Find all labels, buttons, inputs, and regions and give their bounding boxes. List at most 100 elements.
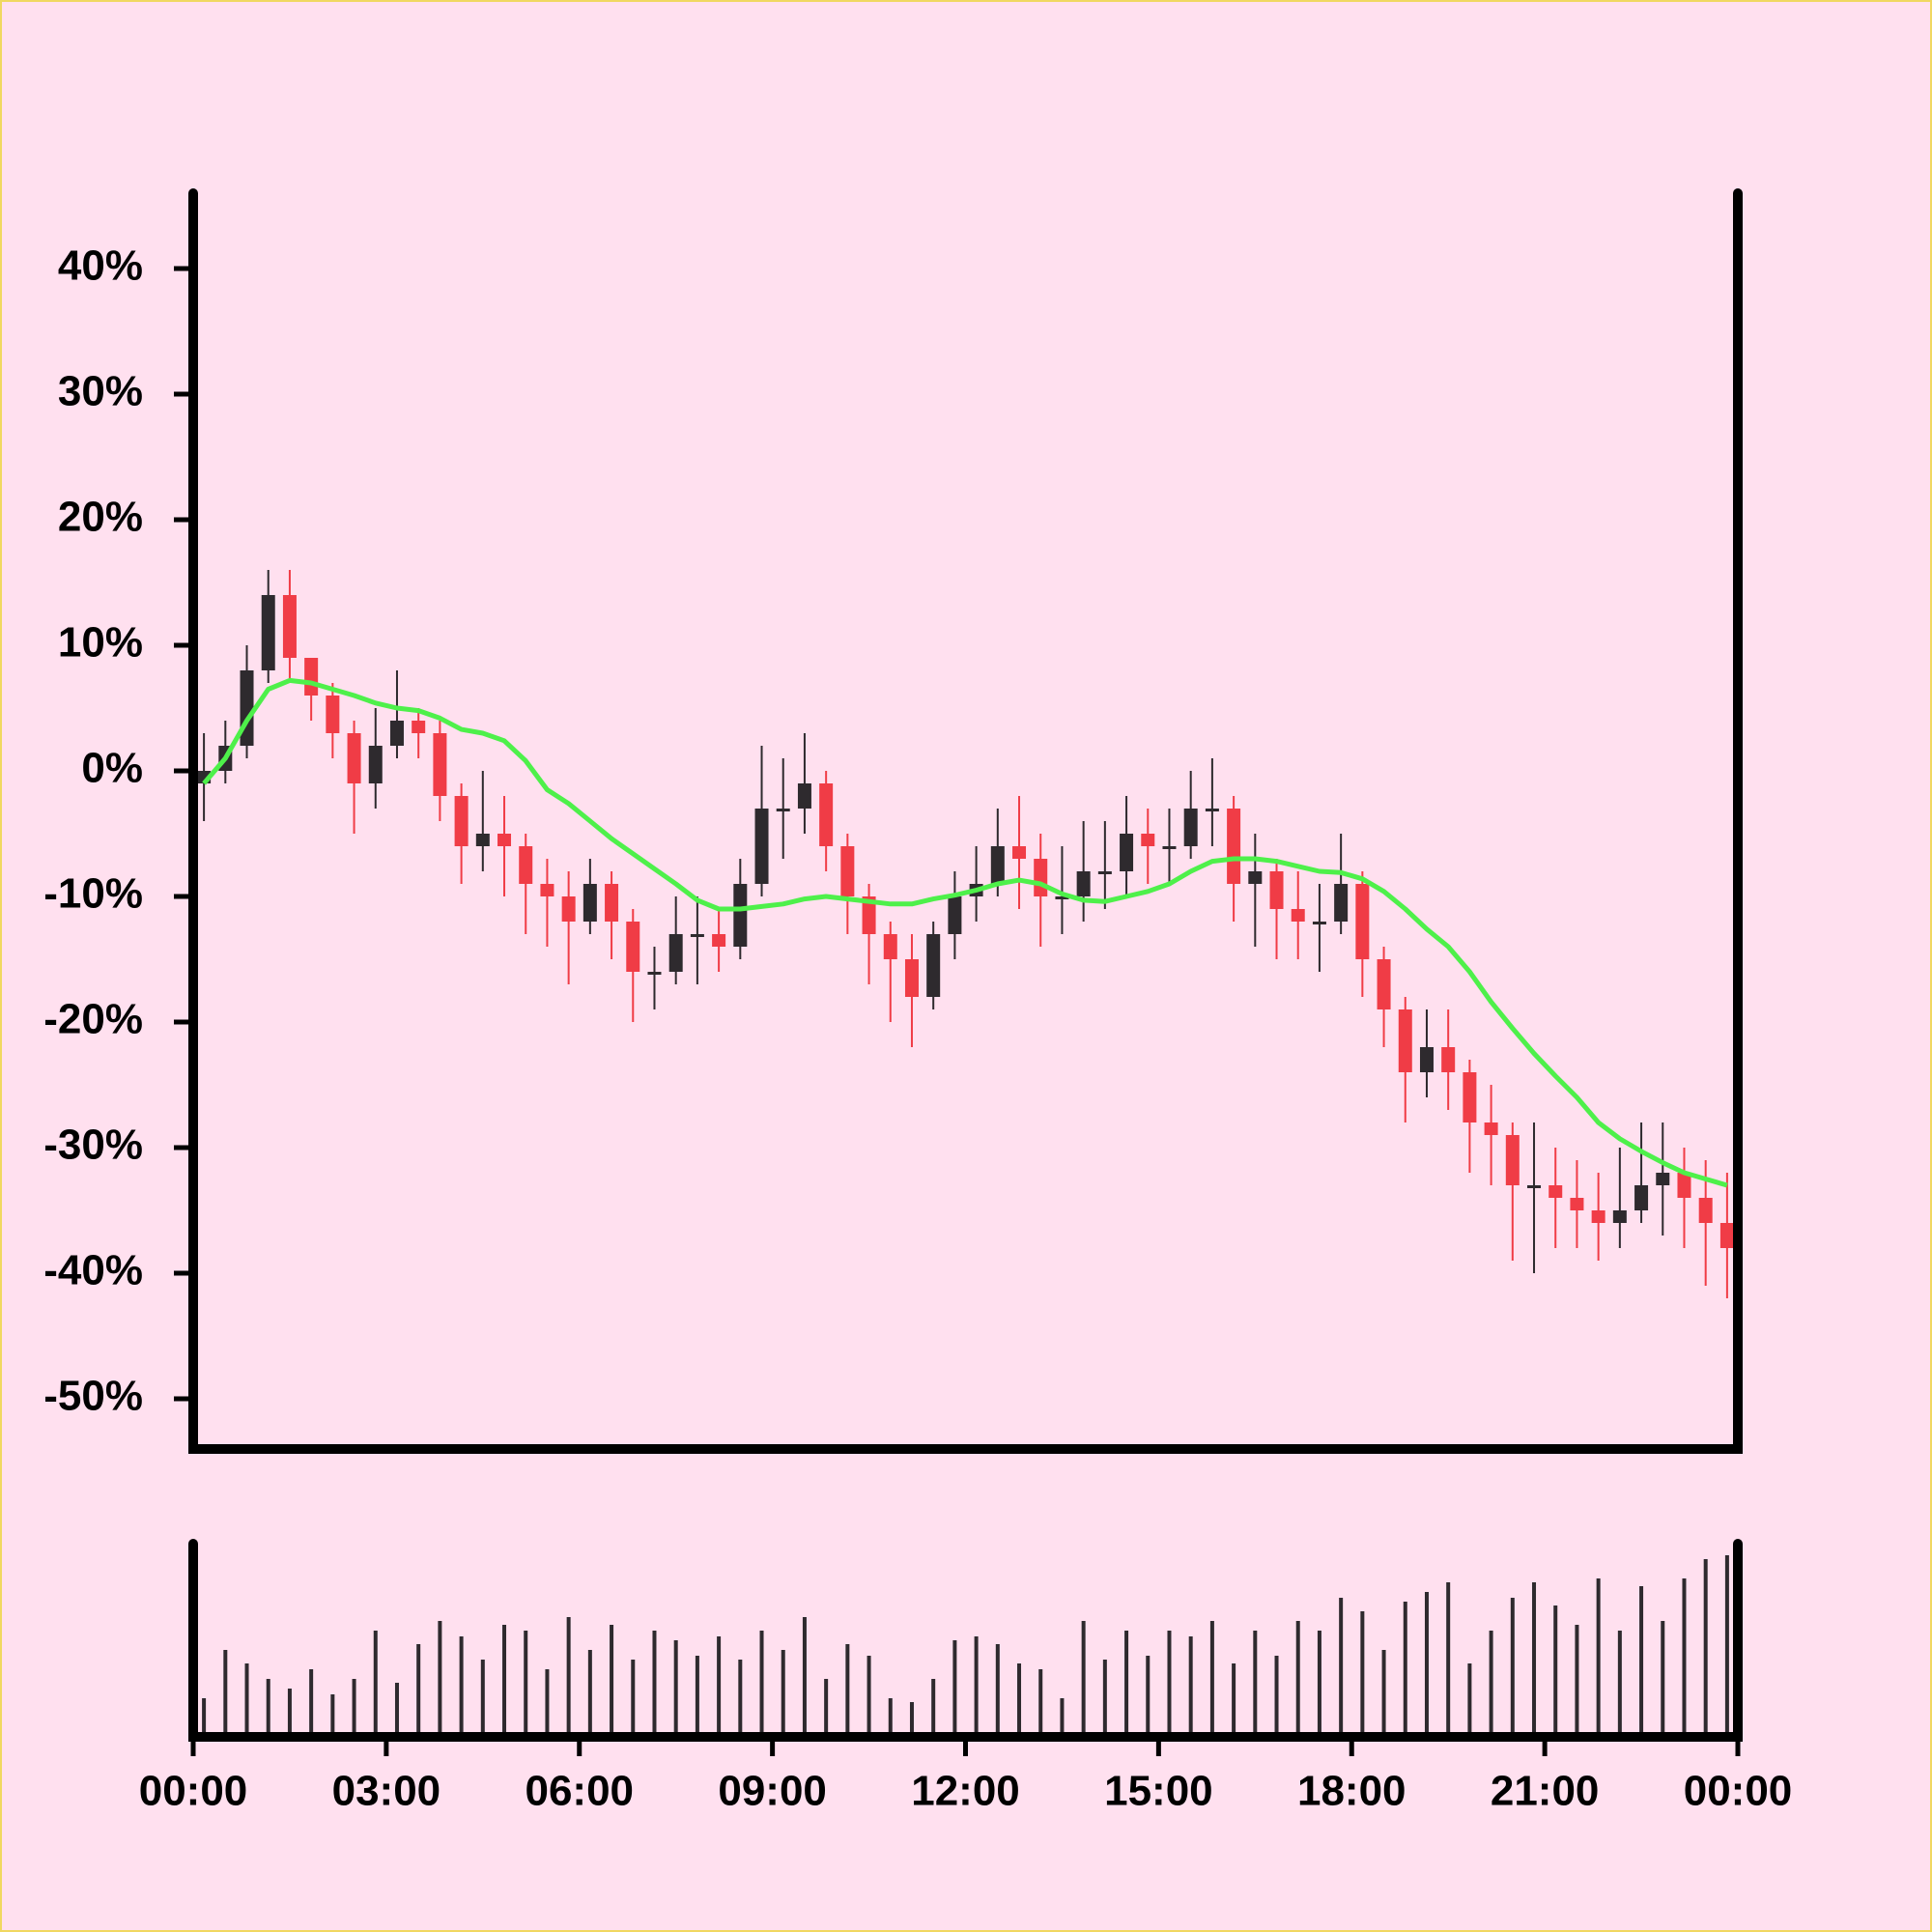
volume-bar — [1639, 1586, 1644, 1737]
candle-body — [904, 959, 919, 997]
price-axes — [188, 188, 1743, 1454]
volume-bar — [974, 1636, 979, 1737]
volume-bar — [1081, 1621, 1086, 1737]
y-tick-label: 40% — [58, 242, 143, 290]
volume-bar — [888, 1698, 893, 1737]
candle-body — [1698, 1198, 1713, 1223]
candle-body — [1441, 1047, 1456, 1072]
volume-bar — [1339, 1598, 1344, 1737]
candle-body — [668, 934, 683, 972]
x-tick-label: 06:00 — [525, 1768, 634, 1815]
candle-body — [1591, 1210, 1605, 1223]
candle-body — [1634, 1185, 1649, 1210]
volume-bar — [781, 1650, 785, 1737]
candle-body — [1162, 846, 1177, 849]
candle-body — [647, 972, 662, 975]
candle-body — [475, 834, 490, 846]
volume-bar — [759, 1631, 764, 1737]
volume-bar — [610, 1625, 614, 1737]
candle-body — [1570, 1198, 1584, 1210]
volume-bar — [1661, 1621, 1665, 1737]
candle-body — [240, 670, 254, 746]
candle-body — [497, 834, 512, 846]
volume-bar — [738, 1660, 743, 1737]
volume-bar — [1489, 1631, 1493, 1737]
volume-bar — [1553, 1605, 1558, 1737]
volume-bar — [438, 1621, 442, 1737]
x-tick-label: 00:00 — [1684, 1768, 1793, 1815]
candle-body — [1612, 1210, 1627, 1223]
volume-bar — [802, 1617, 807, 1737]
volume-bar — [352, 1679, 356, 1737]
candle-body — [326, 696, 340, 733]
volume-bar — [287, 1689, 292, 1737]
x-tick-label: 18:00 — [1297, 1768, 1406, 1815]
candle-body — [540, 884, 554, 896]
candle-body — [1183, 809, 1198, 846]
volume-bar — [1424, 1592, 1429, 1737]
candle-body — [433, 733, 447, 796]
candle-body — [990, 846, 1005, 884]
y-tick-label: 20% — [58, 494, 143, 541]
candle-body — [282, 595, 297, 658]
volume-bar — [1188, 1636, 1193, 1737]
candle-body — [883, 934, 897, 959]
candle-body — [1398, 1009, 1412, 1072]
candle-body — [690, 934, 704, 937]
candle-body — [368, 746, 383, 783]
candle-body — [605, 884, 619, 922]
candle-body — [1076, 871, 1091, 896]
x-tick-label: 09:00 — [718, 1768, 827, 1815]
volume-bar — [1146, 1656, 1151, 1737]
volume-bar — [1038, 1669, 1043, 1737]
volume-bar — [1017, 1663, 1022, 1737]
volume-bar — [909, 1702, 914, 1737]
candle-body — [412, 721, 426, 733]
candle-body — [1355, 884, 1370, 959]
volume-bar — [1167, 1631, 1172, 1737]
volume-bar — [1232, 1663, 1236, 1737]
volume-bar — [1102, 1660, 1107, 1737]
candle-body — [454, 796, 469, 846]
candle-body — [304, 658, 319, 696]
y-tick-label: -30% — [43, 1122, 143, 1169]
volume-bar — [266, 1679, 270, 1737]
volume-bar — [587, 1650, 592, 1737]
volume-bar — [524, 1631, 528, 1737]
candle-body — [1463, 1072, 1477, 1122]
candle-body — [776, 809, 790, 811]
volume-bar — [202, 1698, 207, 1737]
x-tick-label: 21:00 — [1491, 1768, 1600, 1815]
candle-body — [1527, 1185, 1542, 1188]
candle-body — [840, 846, 855, 896]
volume-bar — [416, 1644, 421, 1737]
volume-bar — [1532, 1582, 1537, 1737]
volume-bar — [695, 1656, 699, 1737]
y-tick-label: 30% — [58, 368, 143, 415]
volume-bar — [373, 1631, 378, 1737]
candle-body — [862, 896, 876, 934]
candle-body — [1055, 896, 1069, 899]
x-tick-label: 15:00 — [1104, 1768, 1213, 1815]
volume-bar — [1209, 1621, 1214, 1737]
y-tick-label: 10% — [58, 619, 143, 667]
candle-body — [1012, 846, 1027, 859]
x-tick-label: 12:00 — [911, 1768, 1020, 1815]
volume-bar — [244, 1663, 249, 1737]
volume-bar — [1317, 1631, 1321, 1737]
candle-body — [712, 934, 726, 947]
volume-bar — [1617, 1631, 1622, 1737]
moving-average — [202, 677, 1728, 1188]
candle-body — [561, 896, 576, 922]
y-tick-label: -40% — [43, 1247, 143, 1294]
volume-bar — [1682, 1578, 1687, 1737]
volume-bar — [1724, 1555, 1729, 1737]
volume-bar — [1274, 1656, 1279, 1737]
volume-bar — [1295, 1621, 1300, 1737]
candle-body — [347, 733, 361, 783]
volume-bar — [1124, 1631, 1129, 1737]
y-tick-label: 0% — [81, 745, 143, 792]
volume-bar — [459, 1636, 464, 1737]
